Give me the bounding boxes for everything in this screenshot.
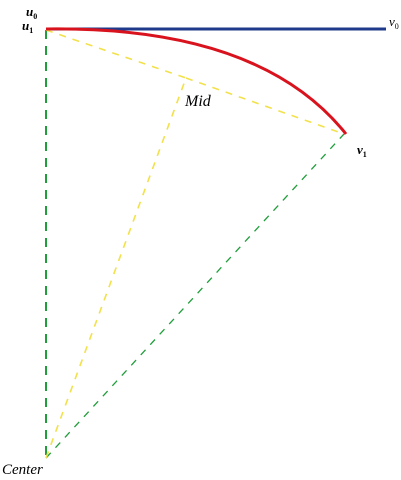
label-mid: Mid [184,93,212,110]
label-u1: u1 [22,18,33,35]
center-v1-dashed-line [45,133,345,459]
label-v1: v1 [357,142,367,159]
label-u0: u0 [26,4,37,21]
label-center: Center [2,462,43,478]
u1-v1-arc [45,27,348,135]
center-mid-dashed-line [45,77,187,459]
label-v0: v0 [389,14,399,31]
u1-mid-dashed-line [45,29,187,79]
